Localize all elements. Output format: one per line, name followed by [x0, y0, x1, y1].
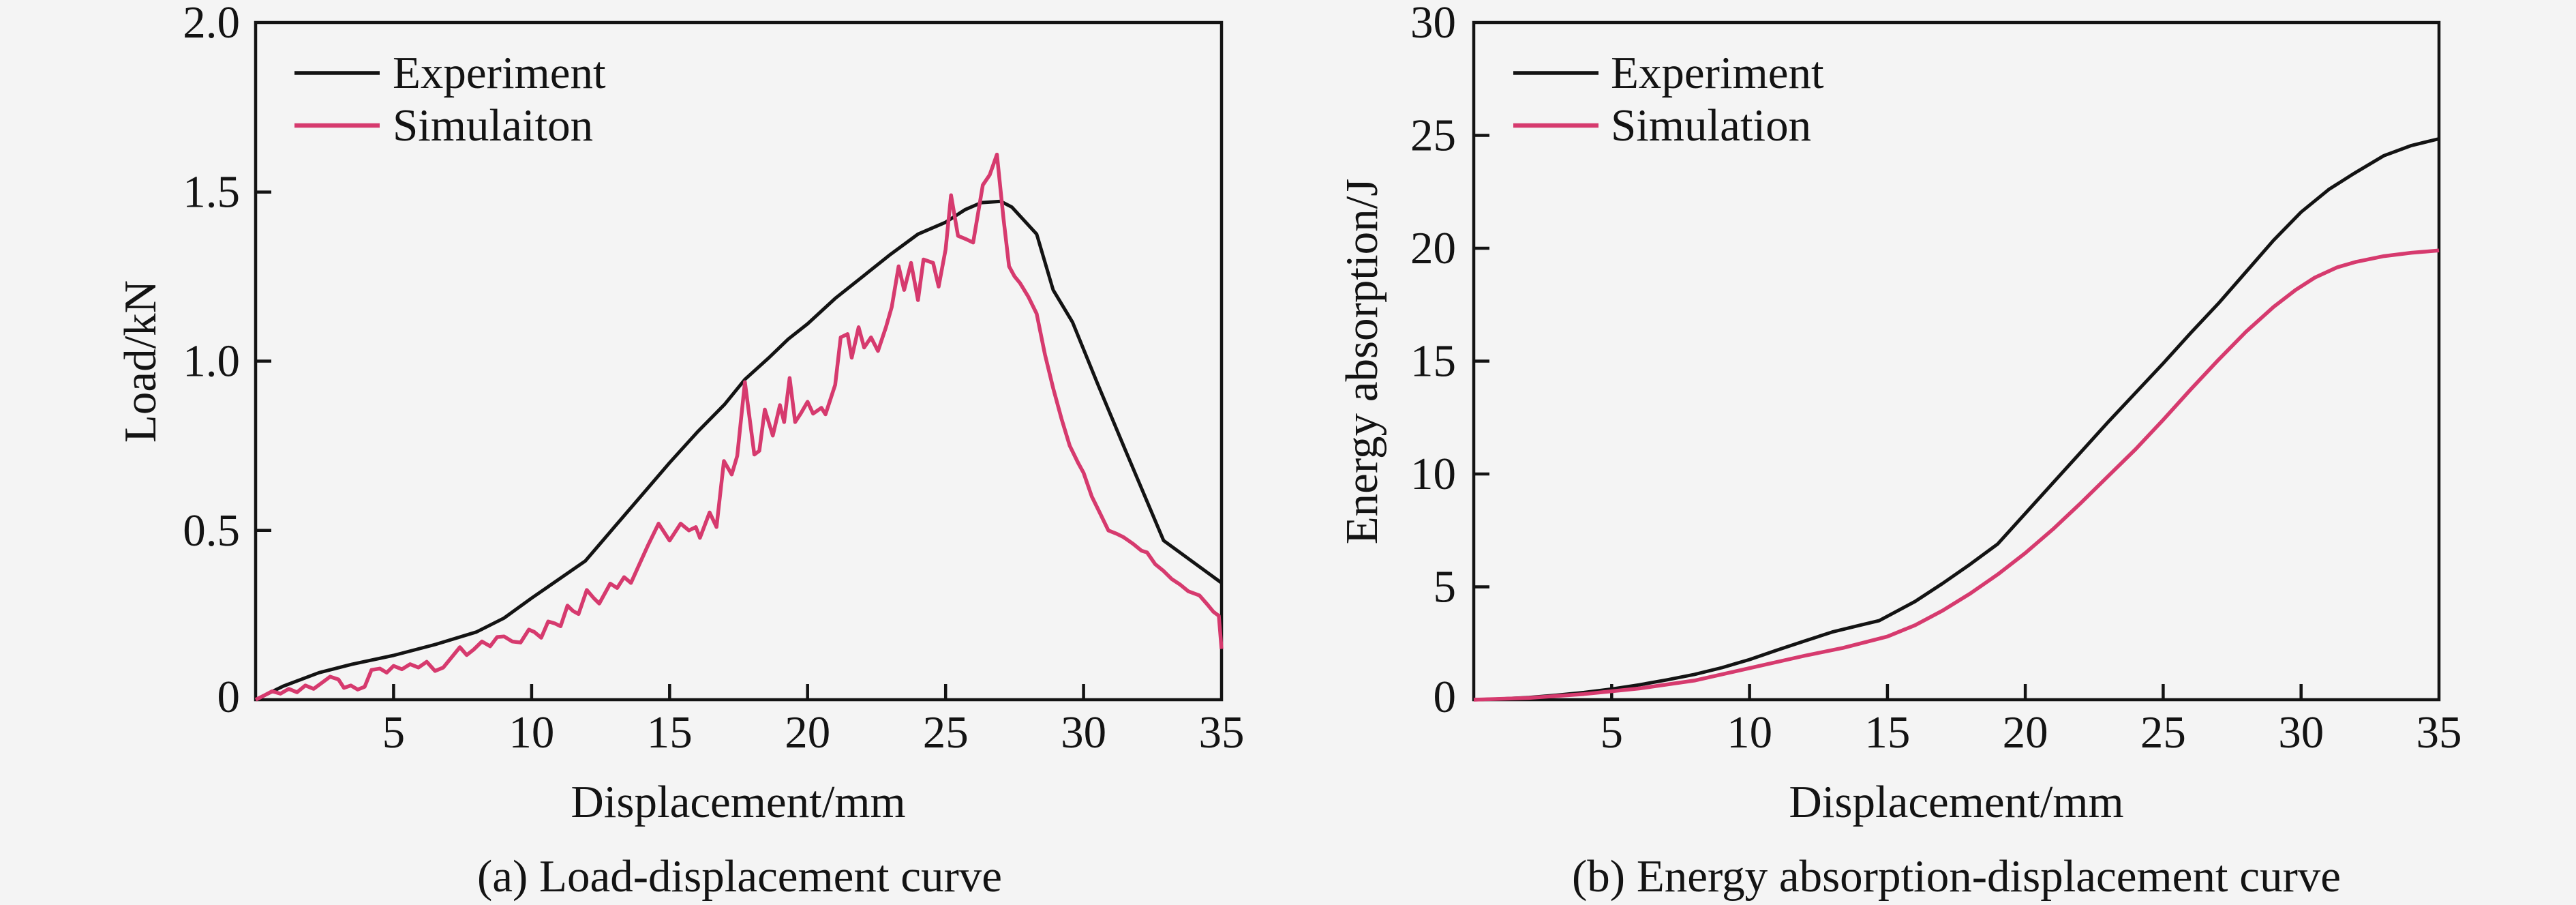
svg-text:5: 5 — [1601, 707, 1624, 758]
svg-text:Load/kN: Load/kN — [115, 280, 166, 443]
svg-text:10: 10 — [1727, 707, 1772, 758]
svg-text:30: 30 — [1061, 707, 1106, 758]
svg-text:0.5: 0.5 — [183, 505, 240, 556]
svg-text:20: 20 — [1410, 223, 1456, 273]
svg-text:15: 15 — [1410, 336, 1456, 387]
svg-text:(a) Load-displacement curve: (a) Load-displacement curve — [477, 851, 1002, 902]
svg-text:0: 0 — [217, 672, 241, 722]
svg-text:(b) Energy absorption-displace: (b) Energy absorption-displacement curve — [1572, 851, 2341, 902]
svg-text:10: 10 — [1410, 449, 1456, 499]
svg-text:20: 20 — [2003, 707, 2048, 758]
svg-text:Displacement/mm: Displacement/mm — [571, 777, 905, 827]
svg-text:25: 25 — [923, 707, 969, 758]
svg-text:5: 5 — [1434, 562, 1457, 612]
svg-text:Experiment: Experiment — [1611, 48, 1824, 98]
svg-text:Displacement/mm: Displacement/mm — [1789, 777, 2123, 827]
svg-text:Energy absorption/J: Energy absorption/J — [1337, 179, 1387, 545]
svg-text:Experiment: Experiment — [393, 48, 606, 98]
svg-text:1.0: 1.0 — [183, 336, 240, 387]
svg-text:Simulaiton: Simulaiton — [393, 100, 593, 151]
svg-text:30: 30 — [2278, 707, 2324, 758]
svg-text:2.0: 2.0 — [183, 0, 240, 48]
svg-text:25: 25 — [2140, 707, 2186, 758]
svg-text:25: 25 — [1410, 110, 1456, 161]
svg-text:15: 15 — [647, 707, 693, 758]
svg-text:0: 0 — [1434, 672, 1457, 722]
svg-text:35: 35 — [1199, 707, 1245, 758]
svg-text:20: 20 — [785, 707, 830, 758]
svg-text:Simulation: Simulation — [1611, 100, 1811, 151]
svg-text:5: 5 — [382, 707, 406, 758]
svg-text:10: 10 — [509, 707, 554, 758]
svg-text:1.5: 1.5 — [183, 167, 240, 218]
svg-text:30: 30 — [1410, 0, 1456, 48]
svg-text:15: 15 — [1864, 707, 1910, 758]
svg-text:35: 35 — [2416, 707, 2462, 758]
